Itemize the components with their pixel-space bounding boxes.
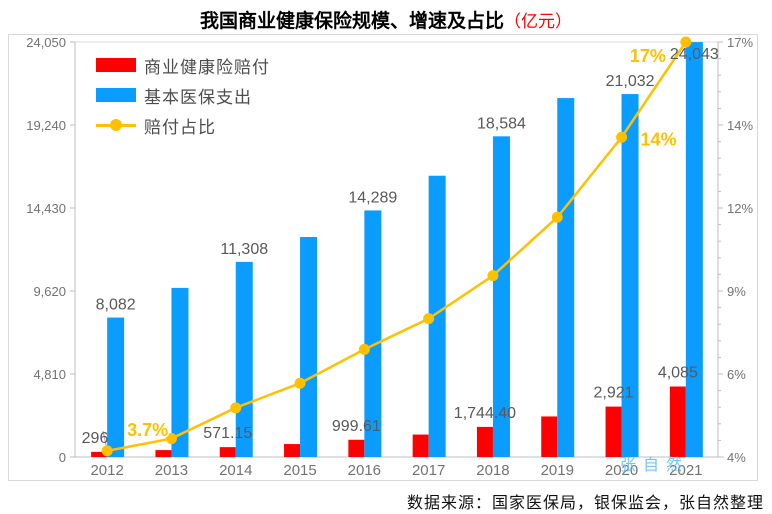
- bar-medicare-2017: [428, 175, 446, 457]
- right-axis-label: 6%: [727, 367, 746, 382]
- left-axis-label: 19,240: [26, 118, 66, 133]
- label-ratio-2012: 3.7%: [127, 420, 168, 440]
- x-axis-label-2017: 2017: [412, 462, 445, 479]
- label-claims-2021: 4,085: [658, 365, 698, 382]
- chart-legend: 商业健康险赔付 基本医保支出 赔付占比: [96, 56, 270, 137]
- right-axis-label: 14%: [727, 118, 753, 133]
- medicare-swatch-icon: [96, 88, 136, 102]
- legend-label-claims: 商业健康险赔付: [144, 57, 270, 77]
- bar-medicare-2013: [171, 287, 189, 457]
- label-medicare-2021: 24,043: [670, 46, 719, 63]
- ratio-marker-2021: [680, 36, 692, 48]
- data-source: 数据来源：国家医保局，银保监会，张自然整理: [406, 495, 764, 512]
- left-axis-label: 14,430: [26, 201, 66, 216]
- x-axis-label-2014: 2014: [219, 462, 252, 479]
- bar-claims-2012: [91, 451, 108, 457]
- bar-claims-2019: [541, 416, 558, 457]
- chart-title: 我国商业健康保险规模、增速及占比（亿元）: [0, 6, 772, 33]
- title-text: 我国商业健康保险规模、增速及占比: [199, 11, 504, 32]
- bar-medicare-2020: [621, 94, 639, 457]
- bar-claims-2013: [155, 450, 172, 457]
- ratio-marker-2015: [294, 377, 306, 389]
- bar-medicare-2015: [300, 236, 318, 457]
- label-medicare-2018: 18,584: [477, 115, 526, 132]
- label-claims-2016: 999.61: [332, 418, 381, 435]
- ratio-marker-2020: [616, 131, 628, 143]
- left-axis-label: 9,620: [33, 284, 66, 299]
- bar-claims-2017: [412, 434, 429, 457]
- bar-claims-2018: [476, 426, 493, 457]
- ratio-marker-2013: [165, 433, 177, 445]
- label-claims-2014: 571.15: [203, 425, 252, 442]
- bar-claims-2021: [669, 386, 686, 457]
- ratio-line-icon: [96, 118, 136, 132]
- title-unit: （亿元）: [504, 12, 572, 31]
- bar-claims-2016: [348, 439, 365, 457]
- outer-frame: [8, 34, 758, 481]
- legend-label-medicare: 基本医保支出: [144, 87, 252, 107]
- bar-medicare-2019: [557, 98, 575, 457]
- right-axis-label: 9%: [727, 284, 746, 299]
- bar-medicare-2018: [492, 136, 510, 457]
- x-axis-label-2021: 2021: [669, 462, 702, 479]
- label-ratio-2020: 14%: [641, 129, 677, 149]
- right-axis-label: 4%: [727, 450, 746, 465]
- legend-item-claims: 商业健康险赔付: [96, 56, 270, 77]
- label-medicare-2016: 14,289: [348, 189, 397, 206]
- label-ratio-2021: 17%: [630, 46, 666, 66]
- bar-medicare-2021: [685, 42, 703, 457]
- label-claims-2012: 296: [82, 430, 109, 447]
- x-axis-label-2013: 2013: [155, 462, 188, 479]
- label-medicare-2012: 8,082: [96, 297, 136, 314]
- ratio-marker-2012: [101, 445, 113, 457]
- ratio-line: [106, 41, 687, 453]
- ratio-marker-2019: [551, 211, 563, 223]
- watermark: 张自然: [620, 457, 690, 474]
- right-axis-label: 12%: [727, 201, 753, 216]
- label-claims-2018: 1,744.40: [454, 405, 516, 422]
- ratio-marker-2018: [487, 270, 499, 282]
- bar-medicare-2016: [364, 210, 382, 457]
- legend-item-ratio: 赔付占比: [96, 116, 270, 137]
- legend-item-medicare: 基本医保支出: [96, 86, 270, 107]
- right-axis-label: 17%: [727, 35, 753, 50]
- x-axis-label-2018: 2018: [476, 462, 509, 479]
- bar-medicare-2012: [107, 317, 125, 457]
- label-medicare-2020: 21,032: [606, 73, 655, 90]
- x-axis-label-2019: 2019: [541, 462, 574, 479]
- legend-label-ratio: 赔付占比: [144, 117, 216, 137]
- ratio-marker-2017: [423, 313, 435, 325]
- x-axis-label-2012: 2012: [90, 462, 123, 479]
- label-medicare-2014: 11,308: [220, 241, 268, 258]
- left-axis-label: 4,810: [33, 367, 66, 382]
- bar-claims-2020: [605, 406, 622, 457]
- ratio-marker-2016: [358, 343, 370, 355]
- left-axis-label: 0: [59, 450, 66, 465]
- left-axis-label: 24,050: [26, 35, 66, 50]
- x-axis-label-2020: 2020: [605, 462, 638, 479]
- claims-swatch-icon: [96, 58, 136, 72]
- bar-claims-2015: [284, 444, 301, 457]
- bar-claims-2014: [219, 447, 236, 457]
- ratio-marker-2014: [230, 402, 242, 414]
- x-axis-label-2016: 2016: [348, 462, 381, 479]
- x-axis-label-2015: 2015: [283, 462, 316, 479]
- label-claims-2020: 2,921: [594, 385, 634, 402]
